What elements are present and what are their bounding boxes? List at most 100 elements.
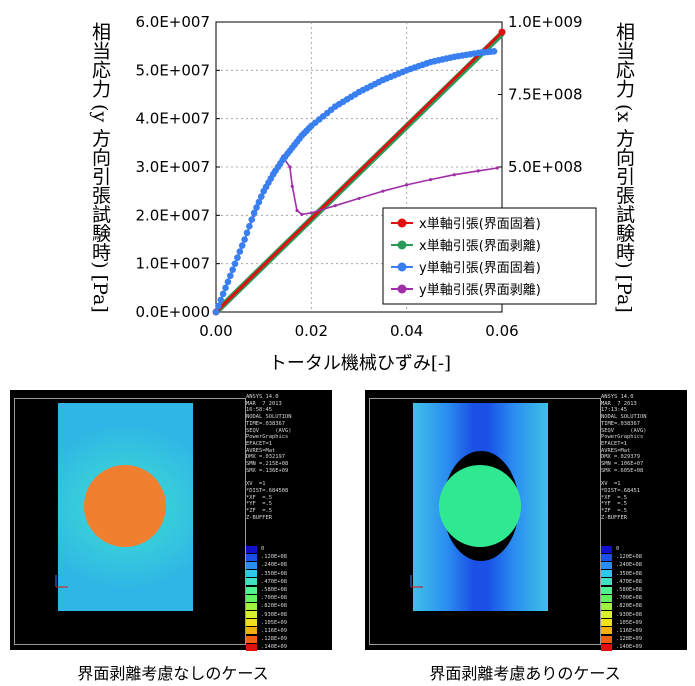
- legend-value: .930E+08: [261, 611, 287, 618]
- coordinate-triad-icon: [409, 573, 425, 589]
- data-point: [255, 198, 263, 206]
- legend-value: .930E+08: [616, 611, 642, 618]
- legend-swatch: [601, 578, 612, 586]
- x-tick-label: 0.06: [485, 322, 518, 340]
- data-point: [227, 272, 234, 280]
- legend-swatch-marker: [397, 262, 407, 272]
- y-right-title: 相当応力 (x 方向引張試験時) [Pa]: [613, 22, 635, 313]
- legend-swatch: [601, 594, 612, 602]
- series-line: [214, 31, 504, 314]
- legend-row: .116E+09: [601, 627, 685, 635]
- legend-value: 0: [261, 546, 265, 553]
- legend-row: .930E+08: [601, 611, 685, 619]
- data-point: [231, 260, 239, 267]
- data-point: [243, 229, 251, 237]
- legend-row: .930E+08: [246, 611, 330, 619]
- legend-label: x単軸引張(界面固着): [419, 216, 541, 232]
- data-point: [476, 169, 480, 173]
- legend-value: .120E+08: [261, 554, 287, 561]
- x-tick-label: 0.00: [199, 322, 232, 340]
- inclusion-region: [439, 465, 521, 547]
- legend-swatch: [246, 643, 257, 651]
- legend-value: .580E+08: [616, 587, 642, 594]
- data-point: [217, 296, 225, 304]
- legend-swatch: [601, 553, 612, 561]
- legend-row: .140E+09: [601, 643, 685, 651]
- legend-value: .580E+08: [261, 587, 287, 594]
- contour-legend: 0.120E+08.240E+08.350E+08.470E+08 .580E+0…: [246, 545, 330, 651]
- x-tick-label: 0.02: [295, 322, 328, 340]
- legend-value: 0: [616, 546, 620, 553]
- legend-row: .820E+08: [601, 602, 685, 610]
- data-point: [405, 183, 409, 187]
- data-point: [490, 48, 498, 55]
- legend-label: x単軸引張(界面剥離): [419, 238, 541, 254]
- data-point: [452, 173, 456, 177]
- series-layer: [212, 28, 506, 316]
- contour-legend: 0.120E+08.240E+08.350E+08.470E+08 .580E+0…: [601, 545, 685, 651]
- legend-swatch-marker: [397, 284, 407, 294]
- y-left-tick-label: 6.0E+007: [135, 13, 210, 31]
- legend-row: .700E+08: [246, 594, 330, 602]
- legend-swatch: [601, 545, 612, 553]
- y-left-title: 相当応力 (y 方向引張試験時) [Pa]: [89, 22, 111, 313]
- legend-swatch: [246, 553, 257, 561]
- legend-row: .120E+08: [246, 553, 330, 561]
- legend-value: .820E+08: [261, 603, 287, 610]
- legend-value: .700E+08: [261, 595, 287, 602]
- y-left-tick-label: 3.0E+007: [135, 158, 210, 176]
- legend-swatch: [246, 611, 257, 619]
- data-point: [257, 193, 265, 200]
- legend-row: .470E+08: [601, 578, 685, 586]
- legend-swatch: [601, 611, 612, 619]
- legend-swatch: [601, 561, 612, 569]
- viewport-frame: [369, 398, 601, 645]
- data-point: [333, 204, 337, 208]
- data-point: [234, 254, 241, 261]
- y-right-tick-label: 5.0E+008: [508, 158, 583, 176]
- legend-value: .350E+08: [616, 570, 642, 577]
- data-point: [290, 184, 294, 188]
- legend-swatch: [246, 635, 257, 643]
- legend-value: .120E+08: [616, 554, 642, 561]
- legend-swatch: [246, 586, 257, 594]
- data-point: [250, 209, 258, 217]
- legend-swatch: [246, 602, 257, 610]
- caption-bonded: 界面剥離考慮なしのケース: [77, 664, 269, 683]
- legend-value: .820E+08: [616, 603, 642, 610]
- y-left-tick-label: 1.0E+007: [135, 255, 210, 273]
- legend-swatch: [246, 594, 257, 602]
- data-point: [238, 242, 246, 249]
- y-left-tick-label: 4.0E+007: [135, 110, 210, 128]
- legend-value: .128E+09: [261, 636, 287, 643]
- y-left-tick-label: 5.0E+007: [135, 61, 210, 79]
- legend-value: .116E+09: [261, 627, 287, 634]
- data-point: [248, 216, 256, 223]
- legend-row: .470E+08: [246, 578, 330, 586]
- legend-row: .105E+09: [246, 619, 330, 627]
- inclusion-region: [84, 465, 166, 547]
- y-left-tick-label: 0.0E+000: [135, 303, 210, 321]
- legend-swatch: [601, 570, 612, 578]
- data-point: [224, 278, 232, 286]
- data-point: [300, 212, 304, 216]
- legend-entry: y単軸引張(界面剥離): [391, 282, 541, 298]
- legend-swatch-marker: [397, 218, 407, 228]
- legend-swatch: [601, 627, 612, 635]
- legend-swatch: [601, 602, 612, 610]
- legend-value: .128E+09: [616, 636, 642, 643]
- legend-row: .240E+08: [601, 561, 685, 569]
- y-right-tick-label: 1.0E+009: [508, 13, 583, 31]
- data-point: [295, 208, 299, 213]
- legend-value: .116E+09: [616, 627, 642, 634]
- data-point: [212, 308, 220, 316]
- legend-label: y単軸引張(界面固着): [419, 260, 541, 276]
- fea-panel-debonded: ANSYS 14.0 MAR 7 2013 17:13:45 NODAL SOL…: [365, 390, 687, 651]
- legend-value: .240E+08: [616, 562, 642, 569]
- legend-row: .350E+08: [601, 570, 685, 578]
- legend-row: .128E+09: [601, 635, 685, 643]
- legend-entry: y単軸引張(界面固着): [391, 260, 541, 276]
- legend-swatch: [601, 643, 612, 651]
- data-point: [381, 189, 385, 193]
- legend-entry: x単軸引張(界面剥離): [391, 238, 541, 254]
